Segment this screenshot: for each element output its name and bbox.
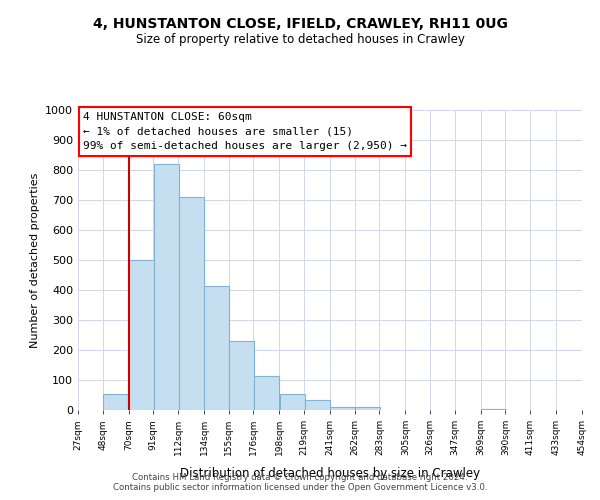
Y-axis label: Number of detached properties: Number of detached properties <box>29 172 40 348</box>
Bar <box>103 394 128 410</box>
Bar <box>305 400 329 410</box>
X-axis label: Distribution of detached houses by size in Crawley: Distribution of detached houses by size … <box>180 466 480 479</box>
Bar <box>481 408 506 410</box>
Bar <box>254 376 279 410</box>
Bar <box>280 394 305 410</box>
Bar <box>179 197 203 410</box>
Bar <box>154 164 179 410</box>
Bar <box>331 407 355 410</box>
Text: Size of property relative to detached houses in Crawley: Size of property relative to detached ho… <box>136 32 464 46</box>
Bar <box>205 286 229 410</box>
Text: Contains public sector information licensed under the Open Government Licence v3: Contains public sector information licen… <box>113 484 487 492</box>
Text: 4, HUNSTANTON CLOSE, IFIELD, CRAWLEY, RH11 0UG: 4, HUNSTANTON CLOSE, IFIELD, CRAWLEY, RH… <box>92 18 508 32</box>
Text: 4 HUNSTANTON CLOSE: 60sqm
← 1% of detached houses are smaller (15)
99% of semi-d: 4 HUNSTANTON CLOSE: 60sqm ← 1% of detach… <box>83 112 407 151</box>
Text: Contains HM Land Registry data © Crown copyright and database right 2024.: Contains HM Land Registry data © Crown c… <box>132 472 468 482</box>
Bar <box>355 407 380 410</box>
Bar <box>129 260 154 410</box>
Bar <box>229 341 254 410</box>
